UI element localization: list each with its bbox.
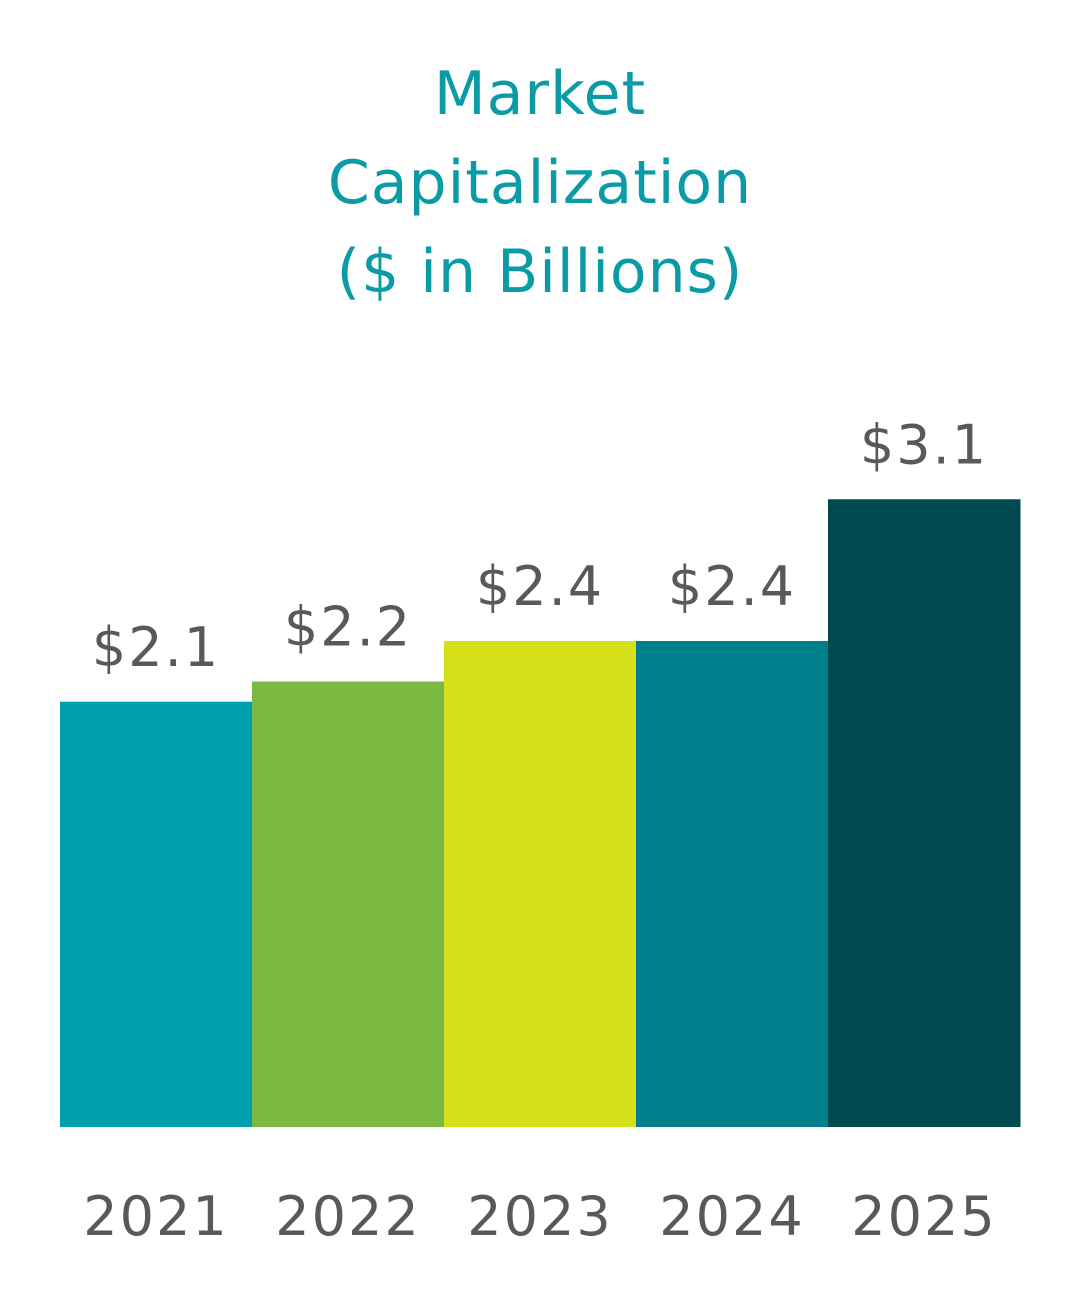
bar bbox=[60, 701, 253, 1127]
value-label: $2.4 bbox=[476, 555, 604, 618]
bar bbox=[252, 681, 445, 1127]
value-label: $2.1 bbox=[92, 616, 220, 679]
x-tick-label: 2025 bbox=[851, 1185, 996, 1248]
bar bbox=[636, 641, 829, 1127]
x-tick-label: 2021 bbox=[83, 1185, 228, 1248]
x-tick-label: 2023 bbox=[467, 1185, 612, 1248]
value-label: $2.2 bbox=[284, 596, 412, 659]
chart-title: Market Capitalization ($ in Billions) bbox=[327, 59, 753, 307]
value-label: $2.4 bbox=[668, 555, 796, 618]
x-tick-label: 2024 bbox=[659, 1185, 804, 1248]
bar bbox=[828, 499, 1021, 1127]
x-tick-label: 2022 bbox=[275, 1185, 420, 1248]
value-label: $3.1 bbox=[860, 413, 988, 476]
bar bbox=[444, 641, 637, 1127]
